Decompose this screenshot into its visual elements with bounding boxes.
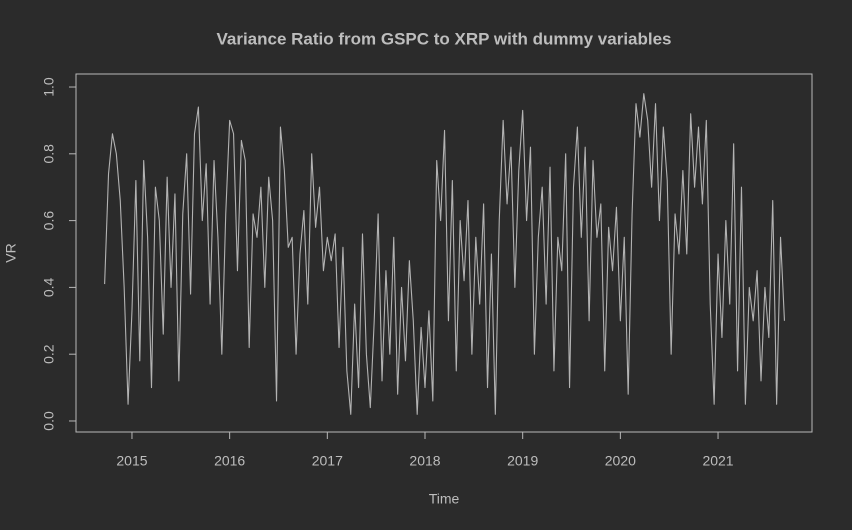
y-tick-label: 0.4 bbox=[41, 277, 57, 297]
x-tick-label: 2018 bbox=[409, 453, 440, 469]
series-line bbox=[104, 93, 785, 415]
x-tick-label: 2020 bbox=[605, 453, 636, 469]
y-tick-label: 0.2 bbox=[41, 344, 57, 364]
y-tick-label: 0.0 bbox=[41, 411, 57, 431]
x-axis-title: Time bbox=[429, 491, 460, 507]
y-tick-label: 0.8 bbox=[41, 144, 57, 164]
x-tick-label: 2016 bbox=[214, 453, 245, 469]
y-axis-title: VR bbox=[3, 243, 19, 262]
y-tick-label: 0.6 bbox=[41, 211, 57, 231]
y-tick-label: 1.0 bbox=[41, 77, 57, 97]
x-tick-label: 2019 bbox=[507, 453, 538, 469]
x-tick-label: 2017 bbox=[312, 453, 343, 469]
x-tick-label: 2015 bbox=[116, 453, 147, 469]
chart-title: Variance Ratio from GSPC to XRP with dum… bbox=[216, 29, 671, 48]
x-tick-label: 2021 bbox=[702, 453, 733, 469]
